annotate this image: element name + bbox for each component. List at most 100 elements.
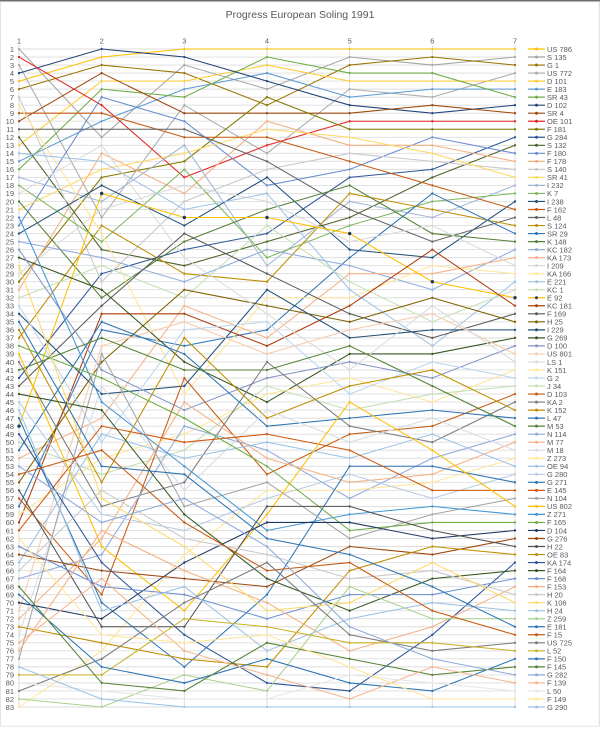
svg-text:26: 26 (6, 245, 14, 254)
svg-text:Z 271: Z 271 (547, 510, 566, 519)
svg-text:17: 17 (6, 173, 14, 182)
svg-text:S 124: S 124 (547, 221, 567, 230)
svg-text:US 772: US 772 (547, 69, 572, 78)
svg-text:5: 5 (348, 37, 352, 46)
svg-text:J 34: J 34 (547, 382, 561, 391)
svg-text:25: 25 (6, 237, 14, 246)
svg-text:L 52: L 52 (547, 647, 561, 656)
svg-text:SR 43: SR 43 (547, 93, 568, 102)
svg-text:62: 62 (6, 534, 14, 543)
svg-text:31: 31 (6, 286, 14, 295)
svg-text:E 181: E 181 (547, 623, 567, 632)
svg-text:K 148: K 148 (547, 237, 567, 246)
svg-text:78: 78 (6, 663, 14, 672)
svg-text:11: 11 (6, 125, 14, 134)
svg-text:69: 69 (6, 590, 14, 599)
svg-text:41: 41 (6, 366, 14, 375)
svg-text:K 106: K 106 (547, 598, 567, 607)
svg-text:4: 4 (265, 37, 269, 46)
svg-text:KA 166: KA 166 (547, 269, 571, 278)
svg-text:US 786: US 786 (547, 45, 572, 54)
svg-text:60: 60 (6, 518, 14, 527)
svg-text:40: 40 (6, 358, 14, 367)
svg-text:20: 20 (6, 197, 14, 206)
svg-text:D 103: D 103 (547, 390, 567, 399)
svg-text:15: 15 (6, 157, 14, 166)
svg-text:80: 80 (6, 679, 14, 688)
svg-text:F 178: F 178 (547, 157, 566, 166)
svg-text:22: 22 (6, 213, 14, 222)
svg-text:45: 45 (6, 398, 14, 407)
svg-text:SR 29: SR 29 (547, 229, 568, 238)
svg-text:8: 8 (10, 101, 14, 110)
svg-text:E 92: E 92 (547, 294, 562, 303)
svg-text:61: 61 (6, 526, 14, 535)
svg-text:52: 52 (6, 454, 14, 463)
svg-text:Progress European Soling 1991: Progress European Soling 1991 (226, 9, 375, 21)
svg-text:D 102: D 102 (547, 101, 567, 110)
svg-text:9: 9 (10, 109, 14, 118)
svg-text:F 180: F 180 (547, 149, 566, 158)
svg-text:KC 181: KC 181 (547, 302, 572, 311)
svg-text:SR 41: SR 41 (547, 173, 568, 182)
svg-text:KA 2: KA 2 (547, 398, 563, 407)
svg-text:63: 63 (6, 542, 14, 551)
svg-text:G 271: G 271 (547, 478, 567, 487)
svg-text:F 164: F 164 (547, 566, 566, 575)
svg-text:65: 65 (6, 558, 14, 567)
svg-text:KC 182: KC 182 (547, 245, 572, 254)
svg-text:KA 174: KA 174 (547, 558, 571, 567)
svg-text:I 229: I 229 (547, 326, 564, 335)
svg-text:G 282: G 282 (547, 671, 567, 680)
svg-text:38: 38 (6, 342, 14, 351)
svg-text:23: 23 (6, 221, 14, 230)
svg-text:29: 29 (6, 269, 14, 278)
svg-text:G 290: G 290 (547, 703, 567, 712)
svg-text:42: 42 (6, 374, 14, 383)
svg-text:F 168: F 168 (547, 574, 566, 583)
svg-text:F 15: F 15 (547, 631, 562, 640)
svg-text:70: 70 (6, 598, 14, 607)
svg-text:6: 6 (10, 85, 14, 94)
svg-text:G 280: G 280 (547, 470, 567, 479)
svg-text:67: 67 (6, 574, 14, 583)
svg-text:KC 1: KC 1 (547, 286, 564, 295)
svg-text:12: 12 (6, 133, 14, 142)
svg-text:4: 4 (10, 69, 14, 78)
svg-text:37: 37 (6, 334, 14, 343)
svg-text:D 104: D 104 (547, 526, 567, 535)
svg-text:19: 19 (6, 189, 14, 198)
svg-text:S 135: S 135 (547, 53, 567, 62)
svg-text:F 150: F 150 (547, 655, 566, 664)
svg-text:58: 58 (6, 502, 14, 511)
svg-text:KA 173: KA 173 (547, 253, 571, 262)
svg-text:73: 73 (6, 623, 14, 632)
svg-text:E 145: E 145 (547, 486, 567, 495)
svg-text:G 276: G 276 (547, 534, 567, 543)
svg-text:39: 39 (6, 350, 14, 359)
svg-text:F 145: F 145 (547, 663, 566, 672)
svg-text:2: 2 (100, 37, 104, 46)
svg-text:K 152: K 152 (547, 406, 567, 415)
svg-text:N 114: N 114 (547, 430, 566, 439)
svg-text:82: 82 (6, 695, 14, 704)
svg-text:28: 28 (6, 261, 14, 270)
svg-text:51: 51 (6, 446, 14, 455)
svg-text:14: 14 (6, 149, 14, 158)
svg-text:N 104: N 104 (547, 494, 567, 503)
svg-text:74: 74 (6, 631, 14, 640)
svg-text:F 165: F 165 (547, 518, 566, 527)
svg-text:72: 72 (6, 615, 14, 624)
svg-text:K 151: K 151 (547, 366, 567, 375)
svg-text:F 139: F 139 (547, 679, 566, 688)
svg-text:E 221: E 221 (547, 278, 567, 287)
svg-text:56: 56 (6, 486, 14, 495)
svg-text:57: 57 (6, 494, 14, 503)
svg-text:48: 48 (6, 422, 14, 431)
svg-text:H 22: H 22 (547, 542, 563, 551)
svg-text:36: 36 (6, 326, 14, 335)
svg-text:53: 53 (6, 462, 14, 471)
svg-text:33: 33 (6, 302, 14, 311)
svg-text:79: 79 (6, 671, 14, 680)
svg-text:55: 55 (6, 478, 14, 487)
